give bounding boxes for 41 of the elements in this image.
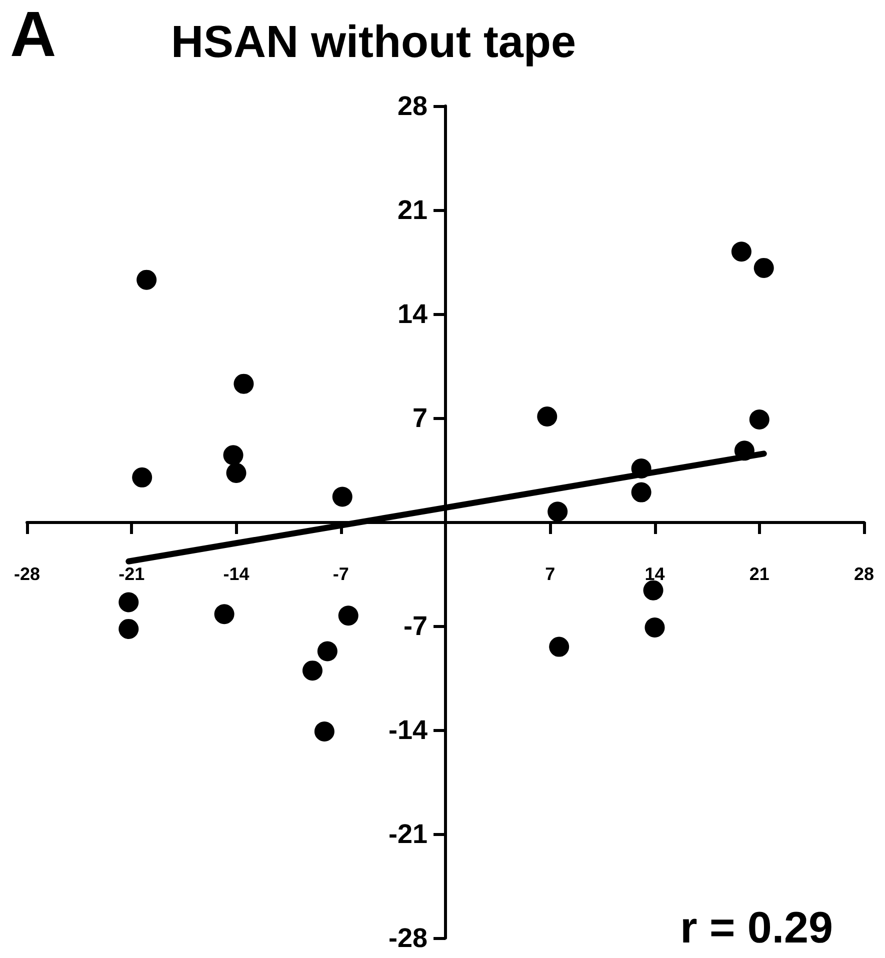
- point: [302, 660, 322, 681]
- point: [317, 641, 338, 662]
- point: [214, 604, 234, 624]
- point: [537, 406, 558, 427]
- point: [226, 462, 246, 483]
- y-tick-label: -14: [388, 715, 428, 745]
- point: [223, 445, 244, 466]
- x-tick-label: -21: [118, 564, 145, 584]
- x-tick-label: -7: [332, 564, 349, 584]
- x-tick-label: 28: [854, 564, 874, 584]
- x-tick-label: 7: [545, 564, 556, 584]
- y-tick-label: 7: [412, 403, 428, 433]
- point: [631, 482, 652, 502]
- point: [136, 270, 157, 290]
- y-tick-label: 21: [397, 195, 428, 225]
- point: [338, 606, 358, 626]
- chart-title: HSAN without tape: [171, 16, 576, 67]
- x-tick-label: -28: [14, 564, 40, 584]
- x-tick-label: 21: [749, 564, 770, 584]
- point: [731, 242, 752, 262]
- y-tick-label: 14: [397, 299, 428, 329]
- point: [754, 258, 774, 278]
- point: [644, 617, 665, 638]
- y-tick-label: -28: [388, 923, 428, 953]
- y-tick-label: -7: [403, 611, 428, 641]
- text: A: [10, 0, 56, 70]
- y-tick-label: 28: [397, 91, 428, 121]
- x-tick-label: 14: [644, 564, 665, 584]
- point: [118, 592, 139, 612]
- point: [643, 580, 664, 600]
- point: [132, 467, 152, 488]
- annotation: r = 0.29: [680, 904, 833, 952]
- y-tick-label: -21: [388, 819, 428, 849]
- point: [749, 409, 770, 430]
- point: [548, 502, 568, 522]
- point: [549, 636, 570, 657]
- point: [332, 486, 352, 507]
- point: [234, 374, 254, 394]
- point: [118, 618, 139, 639]
- point: [314, 721, 334, 742]
- x-tick-label: -14: [223, 564, 250, 584]
